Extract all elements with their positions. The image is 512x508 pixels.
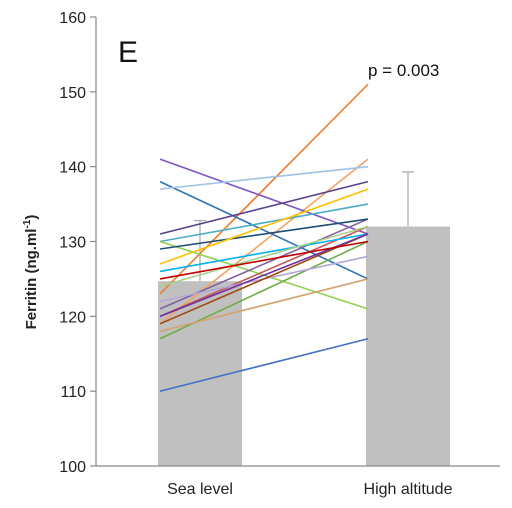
- subject-line-3: [159, 158, 369, 325]
- subject-line-18: [159, 188, 369, 265]
- y-tick-label-150: 150: [59, 85, 86, 102]
- subject-line-4: [159, 158, 369, 235]
- y-axis-label: Ferritin (ng.ml-1): [22, 215, 40, 330]
- y-axis-label-main: Ferritin (ng.ml: [23, 229, 40, 330]
- y-axis-label-superscript: -1: [22, 219, 33, 228]
- x-category-label-2: High altitude: [364, 481, 453, 498]
- y-tick-label-160: 160: [59, 10, 86, 27]
- subject-line-19: [159, 225, 369, 288]
- subject-line-14: [159, 278, 369, 333]
- bar-2: [366, 226, 450, 466]
- subject-line-7: [159, 180, 369, 235]
- panel-label: E: [118, 36, 138, 69]
- subject-line-8: [159, 203, 369, 243]
- subject-line-16: [159, 233, 369, 273]
- y-tick-label-120: 120: [59, 309, 86, 326]
- y-axis-label-close: ): [23, 215, 40, 220]
- x-labels-layer: Sea level High altitude: [167, 481, 452, 498]
- subject-line-13: [159, 218, 369, 250]
- subject-line-2: [159, 83, 369, 295]
- individual-lines-layer: [159, 83, 369, 392]
- subject-line-5: [159, 180, 369, 280]
- y-tick-label-140: 140: [59, 160, 86, 177]
- subject-line-11: [159, 225, 369, 318]
- subject-line-21: [159, 240, 369, 280]
- y-tick-label-110: 110: [60, 384, 86, 401]
- subject-line-17: [159, 233, 369, 325]
- x-category-label-1: Sea level: [167, 481, 233, 498]
- y-ticks-layer: 100 110 120 130 140 150 160: [59, 10, 96, 476]
- p-value-annotation: p = 0.003: [368, 61, 439, 80]
- subject-line-1: [159, 338, 369, 392]
- subject-line-6: [159, 165, 369, 190]
- y-tick-label-130: 130: [59, 235, 86, 252]
- y-tick-label-100: 100: [59, 459, 86, 476]
